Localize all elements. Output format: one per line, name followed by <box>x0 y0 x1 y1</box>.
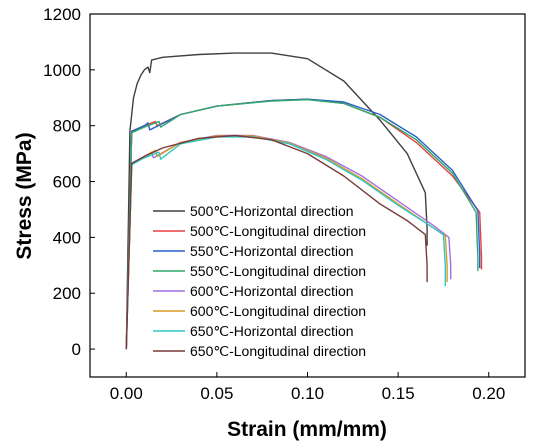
series-curves <box>125 52 483 350</box>
legend-label: 600℃-Horizontal direction <box>190 283 354 299</box>
y-tick-label: 1000 <box>43 61 81 80</box>
axis-ticks: 0.00 0.05 0.10 0.15 0.20 0 200 400 600 800 1000 120… <box>43 5 505 403</box>
legend-label: 550℃-Horizontal direction <box>190 243 354 259</box>
series-line-8 <box>125 134 428 350</box>
y-tick-label: 0 <box>72 340 81 359</box>
legend-label: 500℃-Longitudinal direction <box>190 223 366 239</box>
y-tick-label: 400 <box>53 228 81 247</box>
series-line-4 <box>125 98 479 350</box>
legend-label: 500℃-Horizontal direction <box>190 203 354 219</box>
x-tick-label: 0.10 <box>291 384 324 403</box>
y-tick-label: 200 <box>53 284 81 303</box>
y-tick-label: 1200 <box>43 5 81 24</box>
x-tick-label: 0.20 <box>472 384 505 403</box>
series-line-1 <box>125 52 428 350</box>
x-axis-title: Strain (mm/mm) <box>227 418 387 441</box>
legend-label: 650℃-Longitudinal direction <box>190 343 366 359</box>
x-tick-label: 0.00 <box>110 384 143 403</box>
y-tick-label: 800 <box>53 117 81 136</box>
legend-label: 650℃-Horizontal direction <box>190 323 354 339</box>
legend-label: 550℃-Longitudinal direction <box>190 263 366 279</box>
y-tick-label: 600 <box>53 173 81 192</box>
x-tick-label: 0.15 <box>382 384 415 403</box>
legend: 500℃-Horizontal direction 500℃-Longitudin… <box>153 203 366 359</box>
legend-label: 600℃-Longitudinal direction <box>190 303 366 319</box>
x-tick-label: 0.05 <box>200 384 233 403</box>
y-axis-title: Stress (MPa) <box>13 132 36 259</box>
